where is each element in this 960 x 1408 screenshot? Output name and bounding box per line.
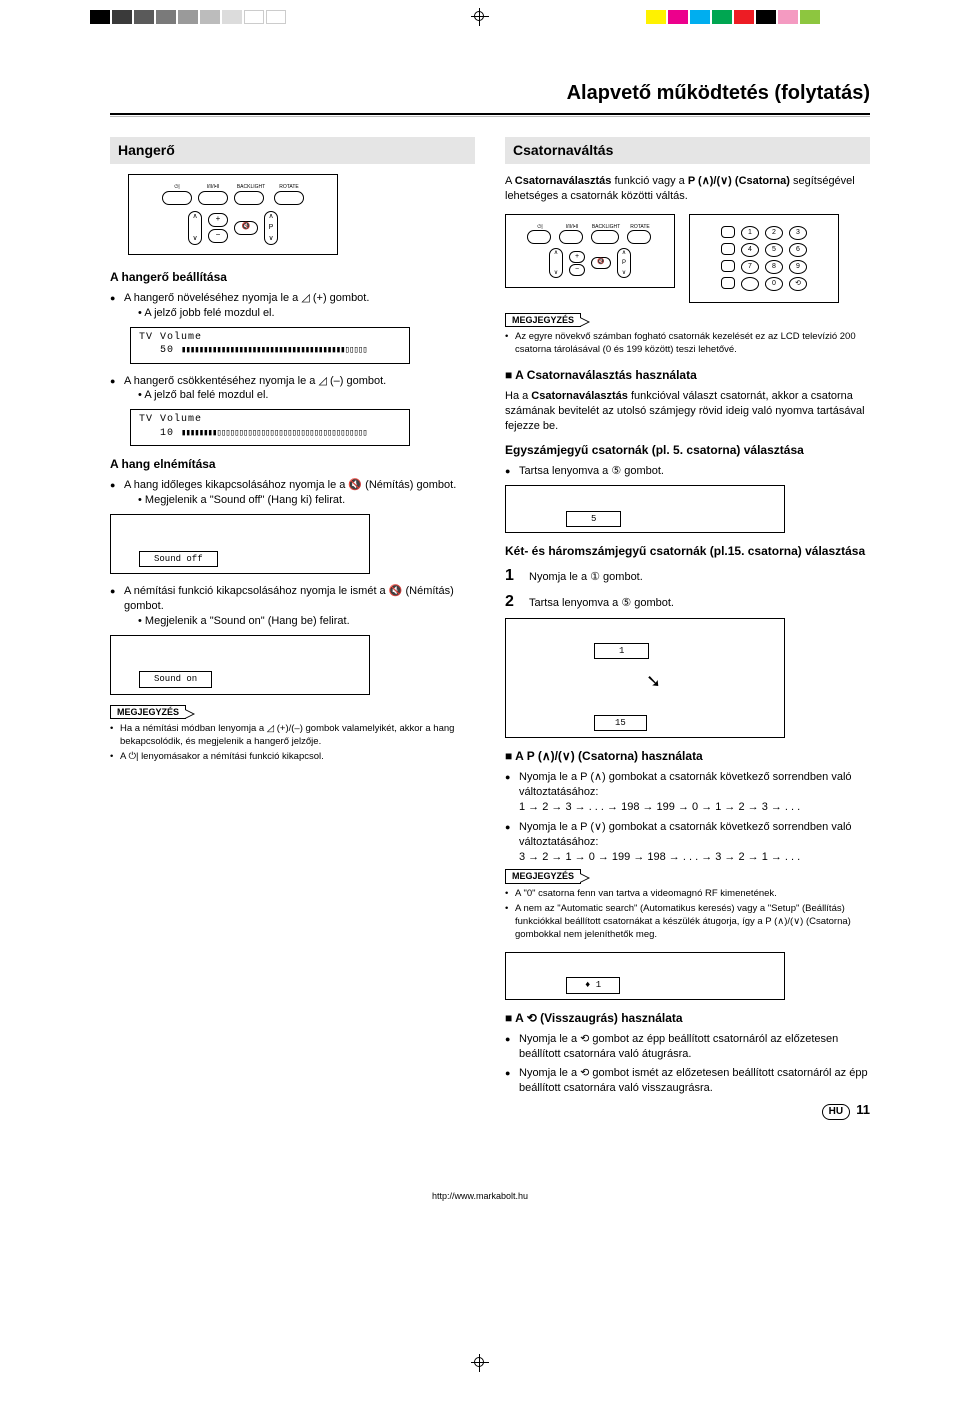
title-rule xyxy=(110,113,870,117)
lang-badge: HU xyxy=(822,1104,850,1120)
mute-heading: A hang elnémítása xyxy=(110,456,475,472)
note-label-r1: MEGJEGYZÉS xyxy=(505,313,581,327)
single-digit-step: Tartsa lenyomva a ⑤ gombot. xyxy=(505,464,870,479)
mute-on-item: A hang időleges kikapcsolásához nyomja l… xyxy=(110,478,475,508)
keypad-diagram: 123456789 0⟲ xyxy=(689,214,839,303)
osd-volume-10: TV Volume 10 ▮▮▮▮▮▮▮▮▯▯▯▯▯▯▯▯▯▯▯▯▯▯▯▯▯▯▯… xyxy=(130,409,410,446)
note-r1: Az egyre növekvő számban fogható csatorn… xyxy=(505,331,870,357)
page-number: 11 xyxy=(856,1102,870,1117)
vol-down-item: A hangerő csökkentéséhez nyomja le a ◿ (… xyxy=(110,374,475,404)
footer-url: http://www.markabolt.hu xyxy=(0,1190,960,1202)
remote-diagram-left: ⏻| I/II/I•II BACKLIGHT ROTATE ∧∨ + − 🔇 ∧… xyxy=(128,174,338,255)
right-column: Csatornaváltás A Csatornaválasztás funkc… xyxy=(505,137,870,1120)
note-r2a: A "0" csatorna fenn van tartva a videoma… xyxy=(505,888,870,901)
note-r2b: A nem az "Automatic search" (Automatikus… xyxy=(505,903,870,941)
section-csatorna: Csatornaváltás xyxy=(505,137,870,164)
osd-ch1-15: 1 ➘ 15 xyxy=(505,618,785,738)
note-label-left: MEGJEGYZÉS xyxy=(110,705,186,719)
osd-sound-off-frame: Sound off xyxy=(110,514,370,574)
flashback-b2: Nyomja le a ⟲ gombot ismét az előzetesen… xyxy=(505,1066,870,1096)
page-title: Alapvető működtetés (folytatás) xyxy=(110,80,870,107)
vol-up-item: A hangerő növeléséhez nyomja le a ◿ (+) … xyxy=(110,291,475,321)
remote-diagram-right: ⏻| I/II/I•II BACKLIGHT ROTATE ∧∨ +− 🔇 ∧P… xyxy=(505,214,675,289)
osd-sound-on-frame: Sound on xyxy=(110,635,370,695)
p-channel-heading: A P (∧)/(∨) (Csatorna) használata xyxy=(505,748,870,764)
note-label-r2: MEGJEGYZÉS xyxy=(505,869,581,883)
multi-digit-heading: Két- és háromszámjegyű csatornák (pl.15.… xyxy=(505,543,870,559)
flashback-b1: Nyomja le a ⟲ gombot az épp beállított c… xyxy=(505,1032,870,1062)
mute-off-item: A némítási funkció kikapcsolásához nyomj… xyxy=(110,584,475,629)
note-l1: Ha a némítási módban lenyomja a ◿ (+)/(–… xyxy=(110,723,475,749)
section-hangero: Hangerő xyxy=(110,137,475,164)
use-csatorna-heading: A Csatornaválasztás használata xyxy=(505,367,870,383)
p-down-item: Nyomja le a P (∨) gombokat a csatornák k… xyxy=(505,820,870,865)
left-column: Hangerő ⏻| I/II/I•II BACKLIGHT ROTATE ∧∨… xyxy=(110,137,475,1120)
osd-volume-50: TV Volume 50 ▮▮▮▮▮▮▮▮▮▮▮▮▮▮▮▮▮▮▮▮▮▮▮▮▮▮▮… xyxy=(130,327,410,364)
osd-ch5: 5 xyxy=(505,485,785,533)
use-csatorna-p: Ha a Csatornaválasztás funkcióval válasz… xyxy=(505,389,870,434)
step1-text: Nyomja le a ① gombot. xyxy=(529,570,643,585)
p-up-item: Nyomja le a P (∧) gombokat a csatornák k… xyxy=(505,770,870,815)
osd-ch-bullet1: ♦ 1 xyxy=(505,952,785,1000)
flashback-heading: A ⟲ (Visszaugrás) használata xyxy=(505,1010,870,1026)
single-digit-heading: Egyszámjegyű csatornák (pl. 5. csatorna)… xyxy=(505,442,870,458)
step2-text: Tartsa lenyomva a ⑤ gombot. xyxy=(529,596,674,611)
note-l2: A ⏻| lenyomásakor a némítási funkció kik… xyxy=(110,751,475,764)
channel-intro: A Csatornaválasztás funkció vagy a P (∧)… xyxy=(505,174,870,204)
volume-set-heading: A hangerő beállítása xyxy=(110,269,475,285)
